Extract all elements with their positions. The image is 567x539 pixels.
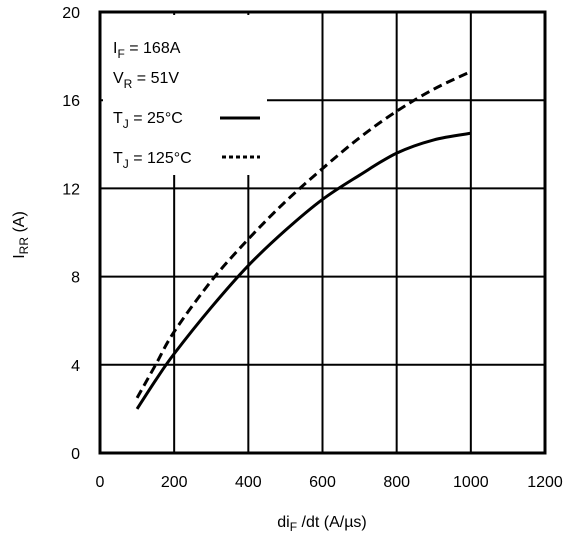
y-axis-title: IRR (A)	[11, 211, 31, 259]
legend-entry: TJ = 25°C	[113, 110, 183, 131]
y-tick-label: 20	[62, 5, 80, 22]
plot-frame	[98, 10, 547, 455]
series-lines	[135, 70, 472, 410]
y-tick-label: 16	[62, 93, 80, 110]
y-tick-label: 4	[71, 358, 80, 375]
x-tick-label: 200	[161, 474, 188, 491]
y-tick-label: 0	[71, 446, 80, 463]
x-tick-label: 1200	[527, 474, 563, 491]
legend-entry: VR = 51V	[113, 70, 179, 91]
x-tick-labels: 0 200 400 600 800 1000 1200	[96, 474, 563, 491]
legend: IF = 168A VR = 51V TJ = 25°C TJ = 125°C	[103, 15, 267, 175]
series-line-125c	[135, 70, 472, 399]
legend-entry: IF = 168A	[113, 40, 181, 61]
x-tick-label: 400	[235, 474, 262, 491]
legend-background	[103, 15, 267, 175]
legend-entry: TJ = 125°C	[113, 150, 192, 171]
x-tick-label: 800	[383, 474, 410, 491]
x-tick-label: 0	[96, 474, 105, 491]
x-tick-label: 600	[309, 474, 336, 491]
y-tick-label: 12	[62, 181, 80, 198]
y-tick-labels: 0 4 8 12 16 20	[62, 5, 80, 463]
y-tick-label: 8	[71, 270, 80, 287]
x-tick-label: 1000	[453, 474, 489, 491]
x-axis-title: diF /dt (A/µs)	[277, 514, 366, 534]
series-line-25c	[135, 131, 472, 410]
